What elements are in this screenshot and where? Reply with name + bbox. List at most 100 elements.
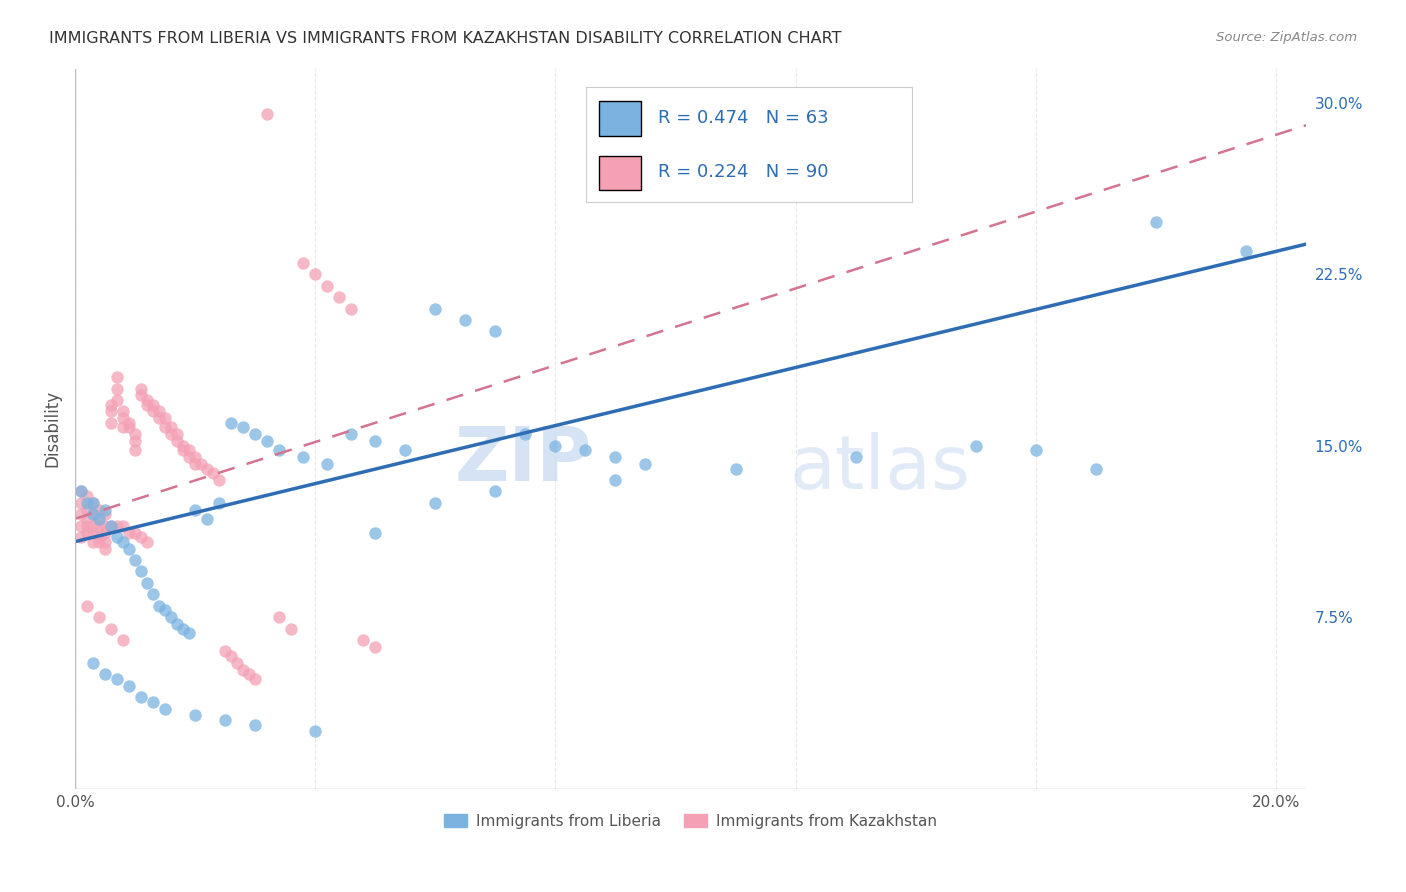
Point [142, 404, 165, 418]
Point [166, 434, 188, 449]
Point [172, 622, 194, 636]
Point [112, 534, 135, 549]
Point [219, 416, 242, 430]
Point [160, 420, 183, 434]
Point [195, 512, 218, 526]
Point [148, 404, 170, 418]
Point [129, 690, 152, 704]
Point [118, 679, 141, 693]
Point [1025, 443, 1047, 458]
Point [184, 450, 207, 464]
Point [316, 278, 339, 293]
Point [87, 610, 110, 624]
Point [105, 370, 128, 384]
Point [136, 392, 159, 407]
Text: IMMIGRANTS FROM LIBERIA VS IMMIGRANTS FROM KAZAKHSTAN DISABILITY CORRELATION CHA: IMMIGRANTS FROM LIBERIA VS IMMIGRANTS FR… [49, 31, 842, 46]
Point [292, 256, 315, 270]
Point [425, 496, 447, 510]
Point [87, 502, 110, 516]
Point [70, 484, 93, 499]
Point [269, 610, 291, 624]
Point [124, 525, 146, 540]
Point [100, 622, 122, 636]
Point [394, 443, 416, 458]
Point [70, 496, 93, 510]
Point [605, 450, 627, 464]
Point [304, 724, 326, 739]
Text: Source: ZipAtlas.com: Source: ZipAtlas.com [1216, 31, 1357, 45]
Point [124, 434, 146, 449]
Point [219, 648, 242, 663]
Point [352, 632, 374, 647]
Point [94, 502, 117, 516]
Point [112, 420, 135, 434]
Point [148, 411, 170, 425]
Point [76, 502, 98, 516]
Point [208, 496, 231, 510]
Point [243, 717, 266, 731]
Point [136, 398, 159, 412]
Point [76, 489, 98, 503]
Point [364, 640, 387, 654]
Point [112, 404, 135, 418]
Point [142, 398, 165, 412]
Point [94, 541, 117, 556]
Point [724, 461, 747, 475]
Point [214, 713, 236, 727]
Point [172, 439, 194, 453]
Point [177, 626, 200, 640]
Point [112, 518, 135, 533]
Point [87, 512, 110, 526]
Point [195, 461, 218, 475]
Point [214, 644, 236, 658]
Point [177, 450, 200, 464]
Point [94, 525, 117, 540]
Point [124, 443, 146, 458]
Point [129, 565, 152, 579]
Point [1234, 244, 1257, 259]
Point [76, 518, 98, 533]
Point [364, 434, 387, 449]
Point [1144, 215, 1167, 229]
Point [226, 656, 249, 670]
Point [105, 392, 128, 407]
Point [256, 434, 278, 449]
Point [190, 457, 212, 471]
Point [100, 518, 122, 533]
Point [118, 416, 141, 430]
Point [238, 667, 260, 681]
Point [129, 388, 152, 402]
Point [105, 382, 128, 396]
Point [845, 450, 868, 464]
Point [142, 695, 165, 709]
Point [76, 599, 98, 613]
Point [340, 427, 363, 442]
Point [484, 325, 506, 339]
Point [94, 667, 117, 681]
Point [129, 530, 152, 544]
Point [100, 416, 122, 430]
Point [172, 443, 194, 458]
Point [87, 530, 110, 544]
Point [100, 398, 122, 412]
Point [87, 512, 110, 526]
Point [82, 656, 104, 670]
Point [118, 541, 141, 556]
Point [292, 450, 315, 464]
Point [166, 427, 188, 442]
Point [87, 518, 110, 533]
Point [94, 518, 117, 533]
Point [965, 439, 987, 453]
Point [105, 518, 128, 533]
Point [328, 290, 350, 304]
Point [269, 443, 291, 458]
Point [70, 518, 93, 533]
Point [87, 534, 110, 549]
Point [100, 518, 122, 533]
Point [484, 484, 506, 499]
Point [256, 107, 278, 121]
Point [82, 496, 104, 510]
Point [82, 496, 104, 510]
Point [153, 420, 176, 434]
Point [544, 439, 567, 453]
